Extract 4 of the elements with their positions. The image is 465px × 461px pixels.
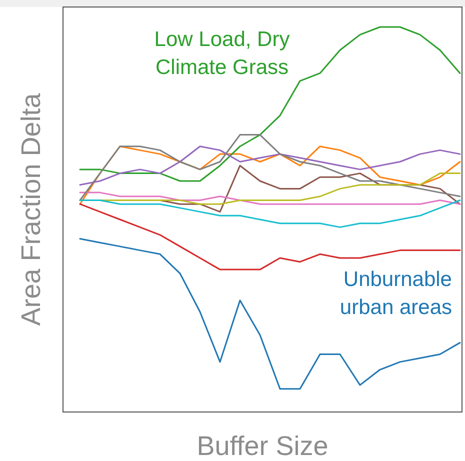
series-label: Unburnable urban areas [340,268,452,319]
y-axis-title: Area Fraction Delta [16,92,46,326]
x-axis-title: Buffer Size [196,431,328,461]
series-label: Low Load, Dry Climate Grass [154,28,290,79]
